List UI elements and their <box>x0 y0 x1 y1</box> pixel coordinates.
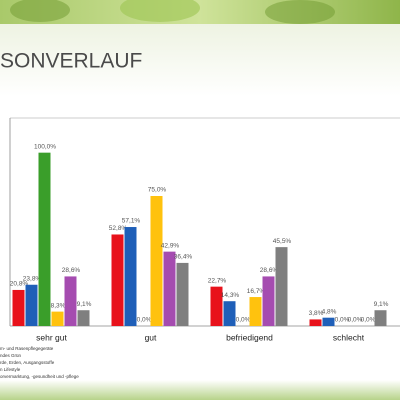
data-label: 36,4% <box>174 254 193 261</box>
plot: sehr gut 20,8%23,8% 100,0% 8,3% 28,6% 9,1% gut… <box>0 143 389 379</box>
leaf <box>10 0 70 22</box>
data-label: 20,8% <box>10 281 29 288</box>
data-label: 4,8% <box>322 308 337 315</box>
x-tick-label: gut <box>145 332 157 342</box>
bar <box>12 289 25 326</box>
data-label: 28,6% <box>260 267 279 274</box>
data-label: 28,6% <box>62 267 81 274</box>
legend-entry: n Lifestyle <box>0 367 21 372</box>
leaf <box>120 0 200 22</box>
data-label: 23,8% <box>23 275 42 282</box>
data-label: 8,3% <box>51 302 66 309</box>
bar <box>322 317 335 326</box>
data-label: 45,5% <box>273 238 292 245</box>
data-label: 100,0% <box>34 143 56 150</box>
bar <box>249 297 262 326</box>
data-label: 0,0% <box>361 317 376 324</box>
bar <box>51 311 64 326</box>
bar <box>275 247 288 326</box>
bar <box>262 276 275 326</box>
bar <box>309 319 322 326</box>
bar <box>111 234 124 326</box>
data-label: 42,9% <box>161 242 180 249</box>
data-label: 9,1% <box>77 301 92 308</box>
legend-entry: rde, Erden, Ausgangsstoffe <box>0 360 55 365</box>
bar <box>38 152 51 326</box>
x-tick-label: sehr gut <box>36 332 67 342</box>
bar <box>150 196 163 326</box>
x-tick-label: befriedigend <box>226 332 273 342</box>
data-label: 0,0% <box>335 317 350 324</box>
data-label: 3,8% <box>309 310 324 317</box>
bar <box>124 227 137 326</box>
data-label: 0,0% <box>348 317 363 324</box>
bar <box>374 310 387 326</box>
bar <box>163 251 176 326</box>
data-label: 57,1% <box>122 218 141 225</box>
data-label: 0,0% <box>137 317 152 324</box>
legend-entry: m- und Rasenpflegegeräte <box>0 346 54 351</box>
title-band <box>0 24 400 96</box>
bar <box>64 276 77 326</box>
data-label: 14,3% <box>221 292 240 299</box>
data-label: 22,7% <box>208 277 227 284</box>
slide-title: SONVERLAUF <box>0 50 142 73</box>
legend-entry: orvermarktung, -gesundheit und -pflege <box>0 374 79 379</box>
x-tick-label: schlecht <box>333 332 365 342</box>
bar <box>223 301 236 326</box>
footer-band <box>0 380 400 400</box>
bar <box>77 310 90 326</box>
bar <box>176 262 189 326</box>
data-label: 9,1% <box>374 301 389 308</box>
data-label: 52,8% <box>109 225 128 232</box>
bar <box>210 286 223 326</box>
data-label: 75,0% <box>148 187 167 194</box>
legend-entry: ndes Grün <box>0 353 22 358</box>
data-label: 16,7% <box>247 288 266 295</box>
bar <box>25 284 38 326</box>
leaf <box>265 0 335 24</box>
data-label: 0,0% <box>236 317 251 324</box>
